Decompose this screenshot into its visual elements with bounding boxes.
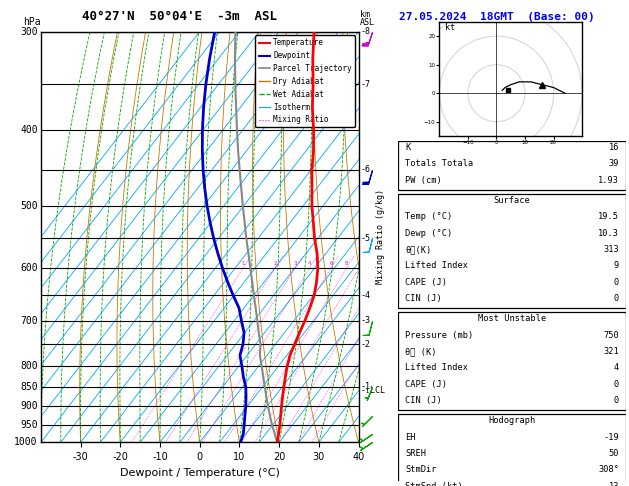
Text: Most Unstable: Most Unstable xyxy=(478,314,546,323)
Text: 39: 39 xyxy=(608,159,619,168)
Text: Pressure (mb): Pressure (mb) xyxy=(405,330,473,340)
Text: StmSpd (kt): StmSpd (kt) xyxy=(405,482,463,486)
Text: 2: 2 xyxy=(274,261,277,266)
Text: -3: -3 xyxy=(360,316,370,325)
Text: hPa: hPa xyxy=(23,17,41,28)
Text: -₁LCL: -₁LCL xyxy=(360,385,385,395)
Text: Mixing Ratio (g/kg): Mixing Ratio (g/kg) xyxy=(376,190,386,284)
Bar xyxy=(398,141,626,190)
X-axis label: Dewpoint / Temperature (°C): Dewpoint / Temperature (°C) xyxy=(120,468,280,478)
Text: 1000: 1000 xyxy=(14,437,38,447)
Text: Dewp (°C): Dewp (°C) xyxy=(405,228,452,238)
Text: CIN (J): CIN (J) xyxy=(405,294,442,303)
Text: EH: EH xyxy=(405,433,416,442)
Text: 13: 13 xyxy=(608,482,619,486)
Text: StmDir: StmDir xyxy=(405,466,437,474)
Bar xyxy=(398,312,626,410)
Text: 308°: 308° xyxy=(598,466,619,474)
Text: 0: 0 xyxy=(614,396,619,405)
Bar xyxy=(398,415,626,486)
Text: θᴇ(K): θᴇ(K) xyxy=(405,245,431,254)
Text: 850: 850 xyxy=(20,382,38,392)
Text: 321: 321 xyxy=(603,347,619,356)
Text: Lifted Index: Lifted Index xyxy=(405,261,468,270)
Text: Surface: Surface xyxy=(494,196,530,205)
Text: 16: 16 xyxy=(608,143,619,152)
Text: Temp (°C): Temp (°C) xyxy=(405,212,452,221)
Text: 9: 9 xyxy=(614,261,619,270)
Text: SREH: SREH xyxy=(405,449,426,458)
Text: 1: 1 xyxy=(241,261,245,266)
Text: 500: 500 xyxy=(20,201,38,211)
Text: -8: -8 xyxy=(360,27,370,36)
Text: 50: 50 xyxy=(608,449,619,458)
Text: -6: -6 xyxy=(360,165,370,174)
Text: Lifted Index: Lifted Index xyxy=(405,364,468,372)
Text: -1: -1 xyxy=(360,382,370,391)
Text: -7: -7 xyxy=(360,80,370,88)
Text: K: K xyxy=(405,143,410,152)
Text: 10.3: 10.3 xyxy=(598,228,619,238)
Text: 313: 313 xyxy=(603,245,619,254)
Text: 700: 700 xyxy=(20,315,38,326)
Text: 19.5: 19.5 xyxy=(598,212,619,221)
Text: kt: kt xyxy=(445,23,455,33)
Text: 800: 800 xyxy=(20,361,38,371)
Text: 27.05.2024  18GMT  (Base: 00): 27.05.2024 18GMT (Base: 00) xyxy=(399,12,595,22)
Text: Hodograph: Hodograph xyxy=(488,416,536,425)
Text: -5: -5 xyxy=(360,234,370,243)
Text: 3: 3 xyxy=(293,261,297,266)
Text: 4: 4 xyxy=(308,261,311,266)
Text: θᴇ (K): θᴇ (K) xyxy=(405,347,437,356)
Text: 0: 0 xyxy=(614,380,619,389)
Text: CAPE (J): CAPE (J) xyxy=(405,278,447,287)
Text: -2: -2 xyxy=(360,340,370,348)
Text: 0: 0 xyxy=(614,294,619,303)
Text: CAPE (J): CAPE (J) xyxy=(405,380,447,389)
Text: 600: 600 xyxy=(20,263,38,273)
Text: 750: 750 xyxy=(603,330,619,340)
Text: 4: 4 xyxy=(614,364,619,372)
Text: 900: 900 xyxy=(20,401,38,411)
Text: Totals Totala: Totals Totala xyxy=(405,159,473,168)
Text: 40°27'N  50°04'E  -3m  ASL: 40°27'N 50°04'E -3m ASL xyxy=(82,10,277,23)
Bar xyxy=(398,194,626,308)
Text: 6: 6 xyxy=(329,261,333,266)
Text: PW (cm): PW (cm) xyxy=(405,175,442,185)
Text: -19: -19 xyxy=(603,433,619,442)
Text: 300: 300 xyxy=(20,27,38,36)
Text: 1.93: 1.93 xyxy=(598,175,619,185)
Text: 950: 950 xyxy=(20,420,38,430)
Text: 400: 400 xyxy=(20,125,38,135)
Text: km
ASL: km ASL xyxy=(360,10,375,28)
Text: CIN (J): CIN (J) xyxy=(405,396,442,405)
Text: 0: 0 xyxy=(614,278,619,287)
Text: 8: 8 xyxy=(345,261,348,266)
Legend: Temperature, Dewpoint, Parcel Trajectory, Dry Adiabat, Wet Adiabat, Isotherm, Mi: Temperature, Dewpoint, Parcel Trajectory… xyxy=(255,35,355,127)
Text: -4: -4 xyxy=(360,291,370,300)
